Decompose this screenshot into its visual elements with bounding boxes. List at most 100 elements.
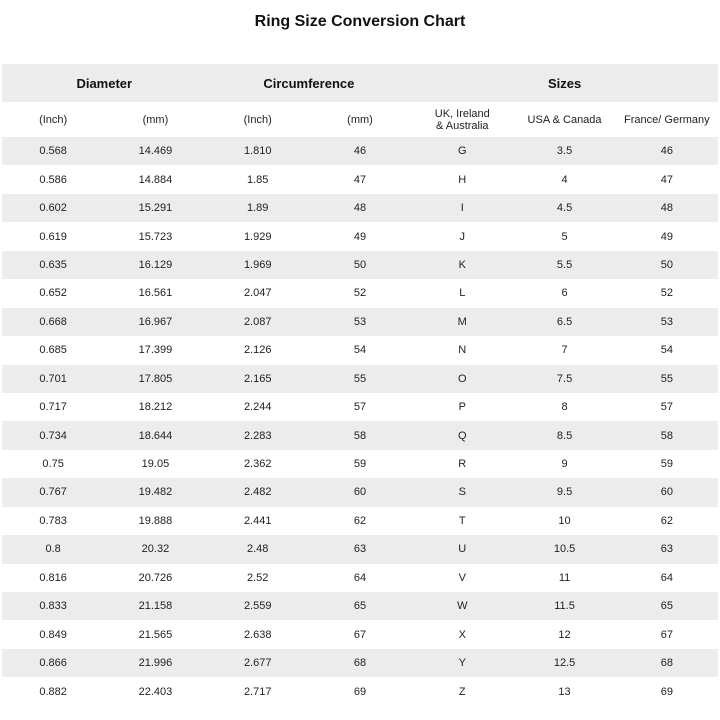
cell-france-size: 55 xyxy=(660,372,673,385)
cell-france-size: 69 xyxy=(660,685,673,698)
cell-uk-size: G xyxy=(457,145,467,158)
cell-uk-size: Z xyxy=(458,685,466,698)
cell-diameter-inch: 0.602 xyxy=(39,202,67,215)
cell-circumference-inch: 2.482 xyxy=(243,486,272,499)
cell-circumference-mm: 62 xyxy=(353,514,367,527)
cell-uk-size: H xyxy=(458,173,467,186)
table-row: 0.783 19.888 2.441 62 T 10 62 xyxy=(2,506,718,536)
cell-france-size: 59 xyxy=(660,458,673,471)
cell-usa-size: 6.5 xyxy=(556,315,573,328)
cell-usa-size: 9 xyxy=(561,458,568,471)
cell-diameter-mm: 17.805 xyxy=(138,372,173,385)
table-row: 0.882 22.403 2.717 69 Z 13 69 xyxy=(2,677,718,706)
table-row: 0.586 14.884 1.85 47 H 4 47 xyxy=(2,165,718,194)
cell-uk-size: X xyxy=(458,628,466,641)
table-row: 0.849 21.565 2.638 67 X 12 67 xyxy=(2,620,718,649)
ring-size-table: Diameter Circumference Sizes (Inch) (mm)… xyxy=(2,64,718,706)
cell-circumference-inch: 2.717 xyxy=(243,685,272,698)
cell-circumference-mm: 65 xyxy=(353,600,367,613)
cell-uk-size: Q xyxy=(457,429,467,442)
cell-diameter-mm: 22.403 xyxy=(138,685,173,698)
cell-diameter-mm: 20.726 xyxy=(138,571,173,584)
cell-usa-size: 4.5 xyxy=(556,202,573,215)
cell-usa-size: 4 xyxy=(561,173,568,186)
page-title: Ring Size Conversion Chart xyxy=(254,13,466,30)
cell-circumference-inch: 2.559 xyxy=(243,600,272,613)
cell-uk-size: I xyxy=(460,202,464,215)
cell-diameter-mm: 16.561 xyxy=(138,287,173,300)
group-header-row: Diameter Circumference Sizes xyxy=(2,64,718,102)
cell-diameter-mm: 15.723 xyxy=(138,230,173,243)
cell-france-size: 49 xyxy=(660,230,673,243)
cell-france-size: 48 xyxy=(660,202,673,215)
cell-circumference-mm: 60 xyxy=(353,486,367,499)
cell-circumference-mm: 49 xyxy=(353,230,367,243)
cell-uk-size: M xyxy=(457,315,467,328)
cell-diameter-inch: 0.783 xyxy=(39,514,67,527)
cell-france-size: 57 xyxy=(660,401,673,414)
cell-france-size: 46 xyxy=(660,145,673,158)
table-row: 0.75 19.05 2.362 59 R 9 59 xyxy=(2,449,718,479)
cell-france-size: 47 xyxy=(660,173,673,186)
cell-usa-size: 12.5 xyxy=(553,657,576,670)
cell-diameter-mm: 20.32 xyxy=(141,543,170,556)
cell-usa-size: 11.5 xyxy=(554,600,575,613)
cell-circumference-inch: 1.810 xyxy=(243,145,272,158)
header-diameter: Diameter xyxy=(2,64,207,102)
cell-circumference-inch: 2.283 xyxy=(243,429,272,442)
cell-france-size: 50 xyxy=(660,258,673,271)
cell-diameter-mm: 18.644 xyxy=(138,429,173,442)
table-row: 0.602 15.291 1.89 48 I 4.5 48 xyxy=(2,193,718,223)
cell-uk-size: Y xyxy=(458,657,466,670)
cell-circumference-mm: 69 xyxy=(353,685,367,698)
cell-circumference-inch: 2.244 xyxy=(243,401,272,414)
cell-uk-size: K xyxy=(458,258,466,271)
cell-circumference-inch: 2.638 xyxy=(243,628,272,641)
table-row: 0.717 18.212 2.244 57 P 8 57 xyxy=(2,392,718,422)
table-row: 0.767 19.482 2.482 60 S 9.5 60 xyxy=(2,478,718,507)
table-row: 0.652 16.561 2.047 52 L 6 52 xyxy=(2,279,718,308)
cell-france-size: 52 xyxy=(660,287,673,300)
col-circumference-inch: (Inch) xyxy=(206,102,309,137)
cell-circumference-mm: 46 xyxy=(353,145,367,158)
cell-usa-size: 7 xyxy=(561,344,568,357)
cell-diameter-inch: 0.816 xyxy=(39,571,67,584)
cell-usa-size: 13 xyxy=(558,685,571,698)
cell-usa-size: 10.5 xyxy=(553,543,576,556)
cell-france-size: 65 xyxy=(660,600,673,613)
cell-circumference-inch: 1.969 xyxy=(243,258,272,271)
cell-circumference-mm: 52 xyxy=(353,287,367,300)
cell-diameter-mm: 15.291 xyxy=(138,202,173,215)
cell-usa-size: 10 xyxy=(558,514,571,527)
cell-diameter-inch: 0.668 xyxy=(39,315,67,328)
cell-france-size: 58 xyxy=(660,429,673,442)
cell-usa-size: 3.5 xyxy=(556,145,573,158)
cell-circumference-mm: 64 xyxy=(353,571,367,584)
col-uk-size: UK, Ireland & Australia xyxy=(411,102,514,137)
cell-circumference-inch: 2.047 xyxy=(243,287,272,300)
cell-circumference-mm: 47 xyxy=(353,173,367,186)
cell-usa-size: 6 xyxy=(561,287,568,300)
cell-diameter-inch: 0.717 xyxy=(39,401,67,414)
cell-circumference-inch: 2.677 xyxy=(243,657,272,670)
cell-usa-size: 12 xyxy=(558,628,571,641)
col-diameter-inch: (Inch) xyxy=(2,102,105,137)
cell-circumference-inch: 2.52 xyxy=(246,571,269,584)
cell-circumference-mm: 67 xyxy=(353,628,367,641)
cell-france-size: 67 xyxy=(660,628,673,641)
cell-circumference-inch: 2.165 xyxy=(243,372,272,385)
cell-diameter-inch: 0.619 xyxy=(39,230,67,243)
cell-diameter-inch: 0.866 xyxy=(39,657,67,670)
cell-diameter-mm: 21.158 xyxy=(138,600,173,613)
table-row: 0.866 21.996 2.677 68 Y 12.5 68 xyxy=(2,648,718,678)
cell-uk-size: U xyxy=(458,543,467,556)
col-circumference-mm: (mm) xyxy=(308,102,412,137)
cell-diameter-inch: 0.701 xyxy=(39,372,67,385)
cell-uk-size: W xyxy=(457,600,468,613)
cell-circumference-mm: 63 xyxy=(353,543,367,556)
cell-diameter-inch: 0.635 xyxy=(39,258,67,271)
cell-diameter-inch: 0.652 xyxy=(39,287,67,300)
cell-diameter-mm: 21.996 xyxy=(138,657,173,670)
cell-circumference-mm: 58 xyxy=(353,429,367,442)
cell-usa-size: 8.5 xyxy=(556,429,573,442)
